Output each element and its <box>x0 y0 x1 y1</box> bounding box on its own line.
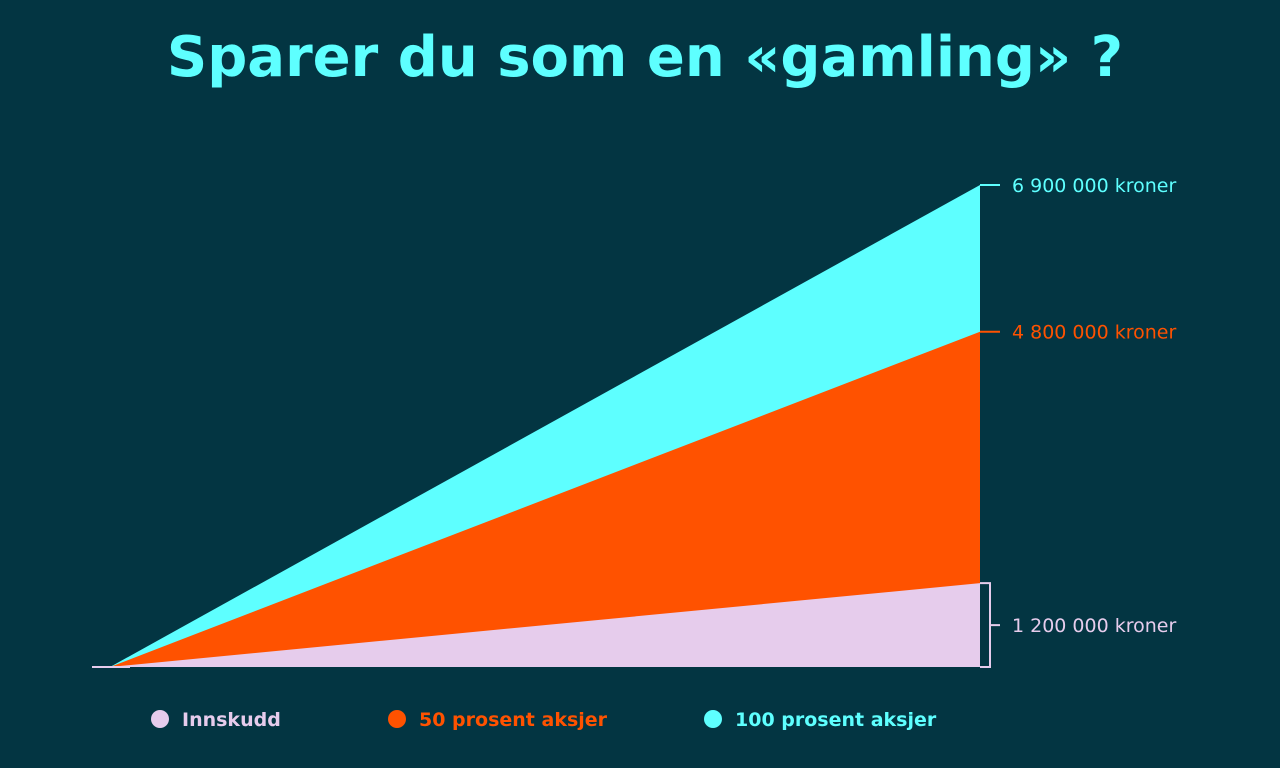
legend-label-50-prosent-aksjer: 50 prosent aksjer <box>419 709 608 731</box>
legend-swatch-innskudd <box>151 710 169 728</box>
legend-item-50-prosent-aksjer: 50 prosent aksjer <box>388 709 608 731</box>
area-innskudd <box>110 583 980 667</box>
value-labels: 1 200 000 kroner 4 800 000 kroner 6 900 00… <box>1012 175 1176 637</box>
legend-swatch-50-prosent-aksjer <box>388 710 406 728</box>
value-label-50-prosent-aksjer: 4 800 000 kroner <box>1012 322 1176 344</box>
legend-item-innskudd: Innskudd <box>151 709 281 731</box>
value-label-100-prosent-aksjer: 6 900 000 kroner <box>1012 175 1176 197</box>
value-label-innskudd: 1 200 000 kroner <box>1012 615 1176 637</box>
chart-legend: Innskudd 50 prosent aksjer 100 prosent aks… <box>151 709 937 731</box>
value-ticks <box>980 184 1000 668</box>
legend-label-innskudd: Innskudd <box>182 709 281 731</box>
chart-areas <box>92 185 980 668</box>
tick-innskudd <box>980 582 1000 668</box>
legend-label-100-prosent-aksjer: 100 prosent aksjer <box>735 709 937 731</box>
area-50-prosent-aksjer <box>110 331 980 667</box>
legend-swatch-100-prosent-aksjer <box>704 710 722 728</box>
chart-title: Sparer du som en «gamling» ? <box>167 25 1123 90</box>
legend-item-100-prosent-aksjer: 100 prosent aksjer <box>704 709 937 731</box>
